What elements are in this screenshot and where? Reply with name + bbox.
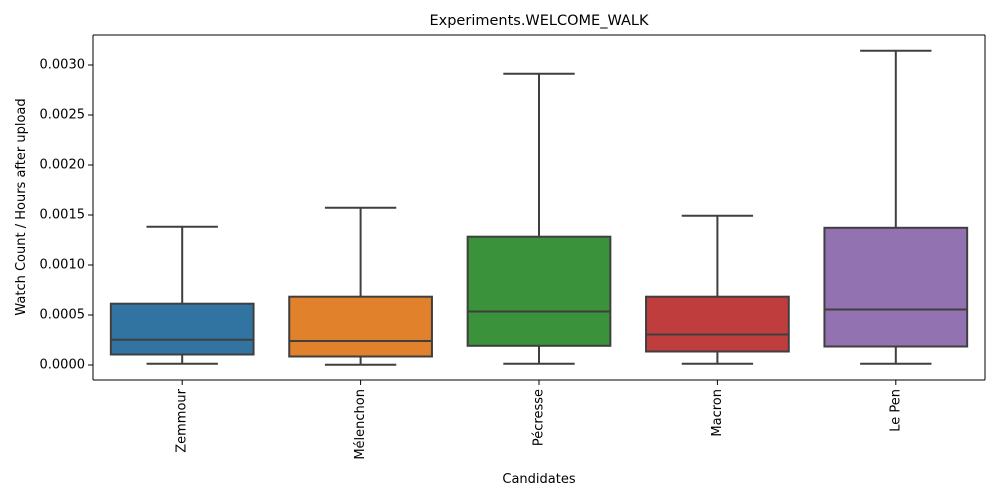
x-tick-label: Zemmour [175, 388, 190, 452]
box-iqr [645, 295, 790, 353]
y-tick-label: 0.0025 [40, 108, 86, 123]
y-axis: 0.0000 0.0005 0.0010 0.0015 0.0020 0.0025 0.00… [40, 58, 93, 373]
x-axis: Zemmour Mélenchon Pécresse Macron Le Pen [175, 380, 903, 460]
x-axis-title: Candidates [502, 472, 575, 487]
box-iqr [109, 302, 255, 356]
y-tick-label: 0.0030 [40, 58, 86, 73]
x-tick-label: Macron [710, 389, 725, 437]
chart-title: Experiments.WELCOME_WALK [429, 13, 649, 29]
y-tick-label: 0.0005 [40, 308, 86, 323]
box-iqr [466, 235, 612, 347]
box-group [823, 49, 969, 365]
x-tick-label: Mélenchon [353, 389, 368, 460]
box-group [645, 214, 790, 365]
y-tick-label: 0.0020 [40, 158, 86, 173]
box-iqr [823, 226, 969, 348]
y-tick-label: 0.0010 [40, 258, 86, 273]
y-tick-label: 0.0000 [40, 358, 86, 373]
plot-area [92, 34, 986, 381]
box-group [288, 206, 433, 366]
x-tick-label: Le Pen [888, 389, 903, 432]
box-group [109, 225, 255, 365]
y-tick-label: 0.0015 [40, 208, 86, 223]
box-group [466, 72, 612, 365]
y-axis-title: Watch Count / Hours after upload [14, 98, 29, 315]
x-tick-label: Pécresse [532, 389, 547, 446]
box-iqr [288, 295, 433, 358]
